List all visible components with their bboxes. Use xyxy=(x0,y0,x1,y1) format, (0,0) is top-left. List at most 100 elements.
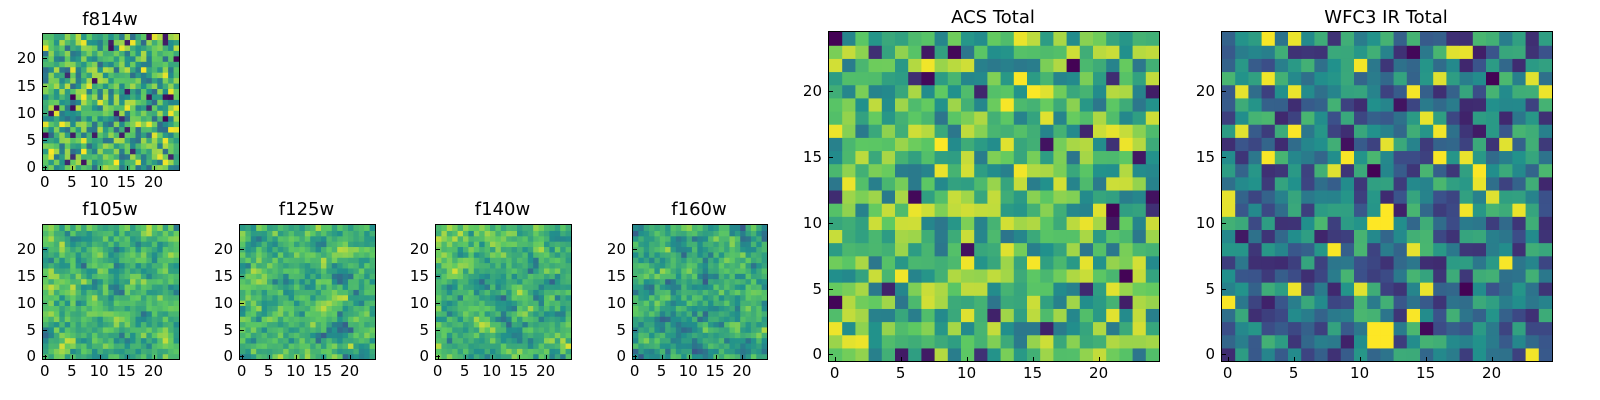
heatmap-cell xyxy=(48,164,55,170)
heatmap-cell xyxy=(1274,150,1289,165)
heatmap-cell xyxy=(670,300,677,306)
heatmap-cell xyxy=(1393,282,1408,296)
heatmap-cell xyxy=(1248,321,1263,336)
heatmap-cell xyxy=(881,71,896,86)
heatmap-cell xyxy=(288,305,295,312)
heatmap-cell xyxy=(1288,137,1302,152)
heatmap-cell xyxy=(337,251,344,258)
heatmap-cell xyxy=(702,294,709,301)
heatmap-cell xyxy=(681,289,688,296)
heatmap-cell xyxy=(43,93,50,100)
heatmap-cell xyxy=(1119,176,1134,191)
heatmap-cell xyxy=(881,295,896,309)
heatmap-cell xyxy=(91,332,98,339)
heatmap-cell xyxy=(1027,176,1041,191)
heatmap-cell xyxy=(240,241,246,248)
heatmap-cell xyxy=(638,225,645,231)
heatmap-cell xyxy=(91,246,98,253)
heatmap-cell xyxy=(1000,282,1015,296)
heatmap-cell xyxy=(1512,229,1527,244)
heatmap-cell xyxy=(102,267,109,274)
heatmap-cell xyxy=(326,326,333,333)
heatmap-cell xyxy=(86,164,93,170)
x-tick-mark xyxy=(465,355,467,359)
heatmap-cell xyxy=(681,337,688,344)
heatmap-cell xyxy=(1248,216,1263,230)
heatmap-cell xyxy=(326,230,333,237)
heatmap-cell xyxy=(277,246,284,253)
x-tick-label: 5 xyxy=(67,173,77,191)
heatmap-cell xyxy=(643,262,650,269)
heatmap-cell xyxy=(337,225,344,231)
heatmap-cell xyxy=(908,189,922,204)
heatmap-cell xyxy=(86,137,93,144)
heatmap-cell xyxy=(86,316,93,323)
heatmap-cell xyxy=(495,278,502,285)
heatmap-cell xyxy=(369,267,375,274)
heatmap-cell xyxy=(331,289,338,296)
heatmap-cell xyxy=(157,99,164,106)
heatmap-cell xyxy=(64,257,71,264)
heatmap-cell xyxy=(70,142,77,149)
heatmap-cell xyxy=(702,235,709,242)
heatmap-cell xyxy=(638,267,645,274)
heatmap-cell xyxy=(934,282,949,296)
y-tick-label: 20 xyxy=(16,49,36,68)
heatmap-cell xyxy=(1314,295,1329,309)
heatmap-cell xyxy=(310,257,317,264)
x-tick-label: 0 xyxy=(1222,364,1233,382)
x-tick-label: 20 xyxy=(143,173,164,191)
heatmap-cell xyxy=(560,332,567,339)
heatmap-cell xyxy=(511,230,518,237)
heatmap-cell xyxy=(724,251,731,258)
heatmap-cell xyxy=(113,115,120,122)
heatmap-cell xyxy=(1380,71,1395,86)
heatmap-cell xyxy=(441,348,448,355)
heatmap-cell xyxy=(745,332,752,339)
heatmap-cell xyxy=(1079,124,1094,138)
heatmap-cell xyxy=(961,137,975,152)
heatmap-cell xyxy=(1261,71,1276,86)
heatmap-cell xyxy=(544,337,550,344)
heatmap-cell xyxy=(91,342,98,349)
heatmap-cell xyxy=(162,82,169,89)
heatmap-cell xyxy=(675,342,682,349)
heatmap-cell xyxy=(283,273,290,280)
heatmap-cell xyxy=(108,235,115,242)
heatmap-cell xyxy=(240,262,246,269)
heatmap-cell xyxy=(538,283,545,290)
heatmap-cell xyxy=(119,235,126,242)
heatmap-cell xyxy=(473,273,480,280)
heatmap-cell xyxy=(527,332,534,339)
heatmap-cell xyxy=(135,300,142,306)
heatmap-cell xyxy=(675,278,682,285)
heatmap-cell xyxy=(473,283,480,290)
heatmap-cell xyxy=(708,316,714,323)
heatmap-cell xyxy=(1393,255,1408,270)
heatmap-cell xyxy=(108,348,115,355)
heatmap-cell xyxy=(162,225,169,231)
heatmap-cell xyxy=(1499,242,1513,257)
heatmap-cell xyxy=(1106,203,1120,217)
heatmap-cell xyxy=(842,124,856,138)
heatmap-cell xyxy=(294,225,300,231)
heatmap-cell xyxy=(649,326,656,333)
heatmap-cell xyxy=(1433,255,1447,270)
heatmap-cell xyxy=(522,267,529,274)
heatmap-cell xyxy=(146,82,153,89)
heatmap-cell xyxy=(48,262,55,269)
heatmap-cell xyxy=(173,273,179,280)
heatmap-cell xyxy=(675,289,682,296)
heatmap-cell xyxy=(162,342,169,349)
heatmap-cell xyxy=(369,305,375,312)
heatmap-cell xyxy=(1406,84,1421,99)
heatmap-cell xyxy=(130,148,137,155)
heatmap-cell xyxy=(1248,150,1263,165)
heatmap-cell xyxy=(157,137,164,144)
heatmap-cell xyxy=(908,268,922,283)
heatmap-cell xyxy=(48,104,55,111)
heatmap-cell xyxy=(1106,268,1120,283)
heatmap-cell xyxy=(97,131,104,138)
heatmap-cell xyxy=(1132,137,1147,152)
heatmap-cell xyxy=(842,203,856,217)
